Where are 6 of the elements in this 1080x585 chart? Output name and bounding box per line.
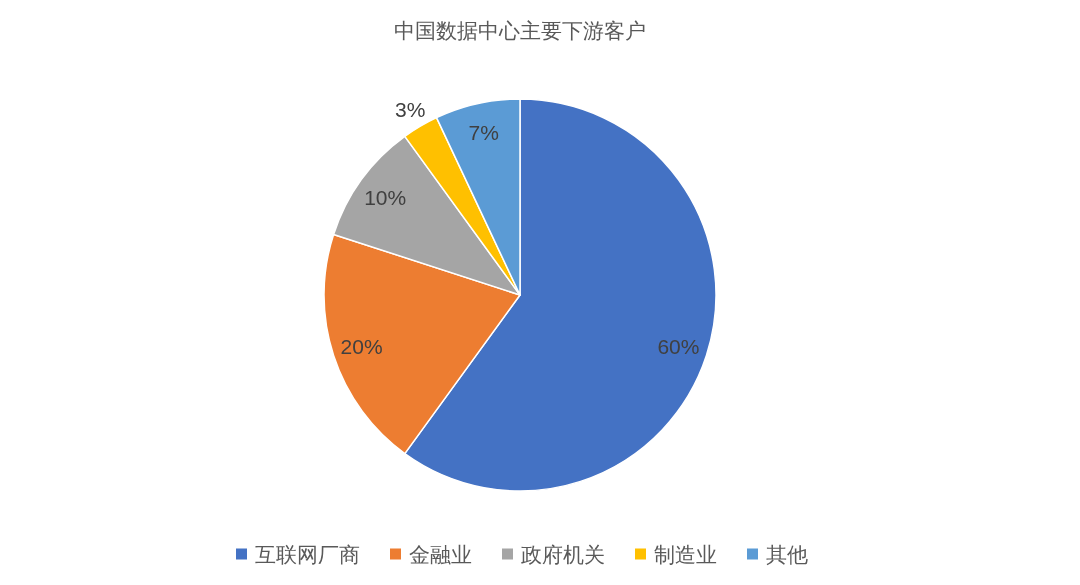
legend-label: 政府机关 (521, 543, 605, 566)
legend-label: 其他 (766, 543, 808, 566)
legend-label: 制造业 (654, 543, 717, 566)
legend-label: 金融业 (409, 543, 472, 566)
title: 中国数据中心主要下游客户 (394, 19, 646, 42)
legend-label: 互联网厂商 (255, 543, 360, 566)
